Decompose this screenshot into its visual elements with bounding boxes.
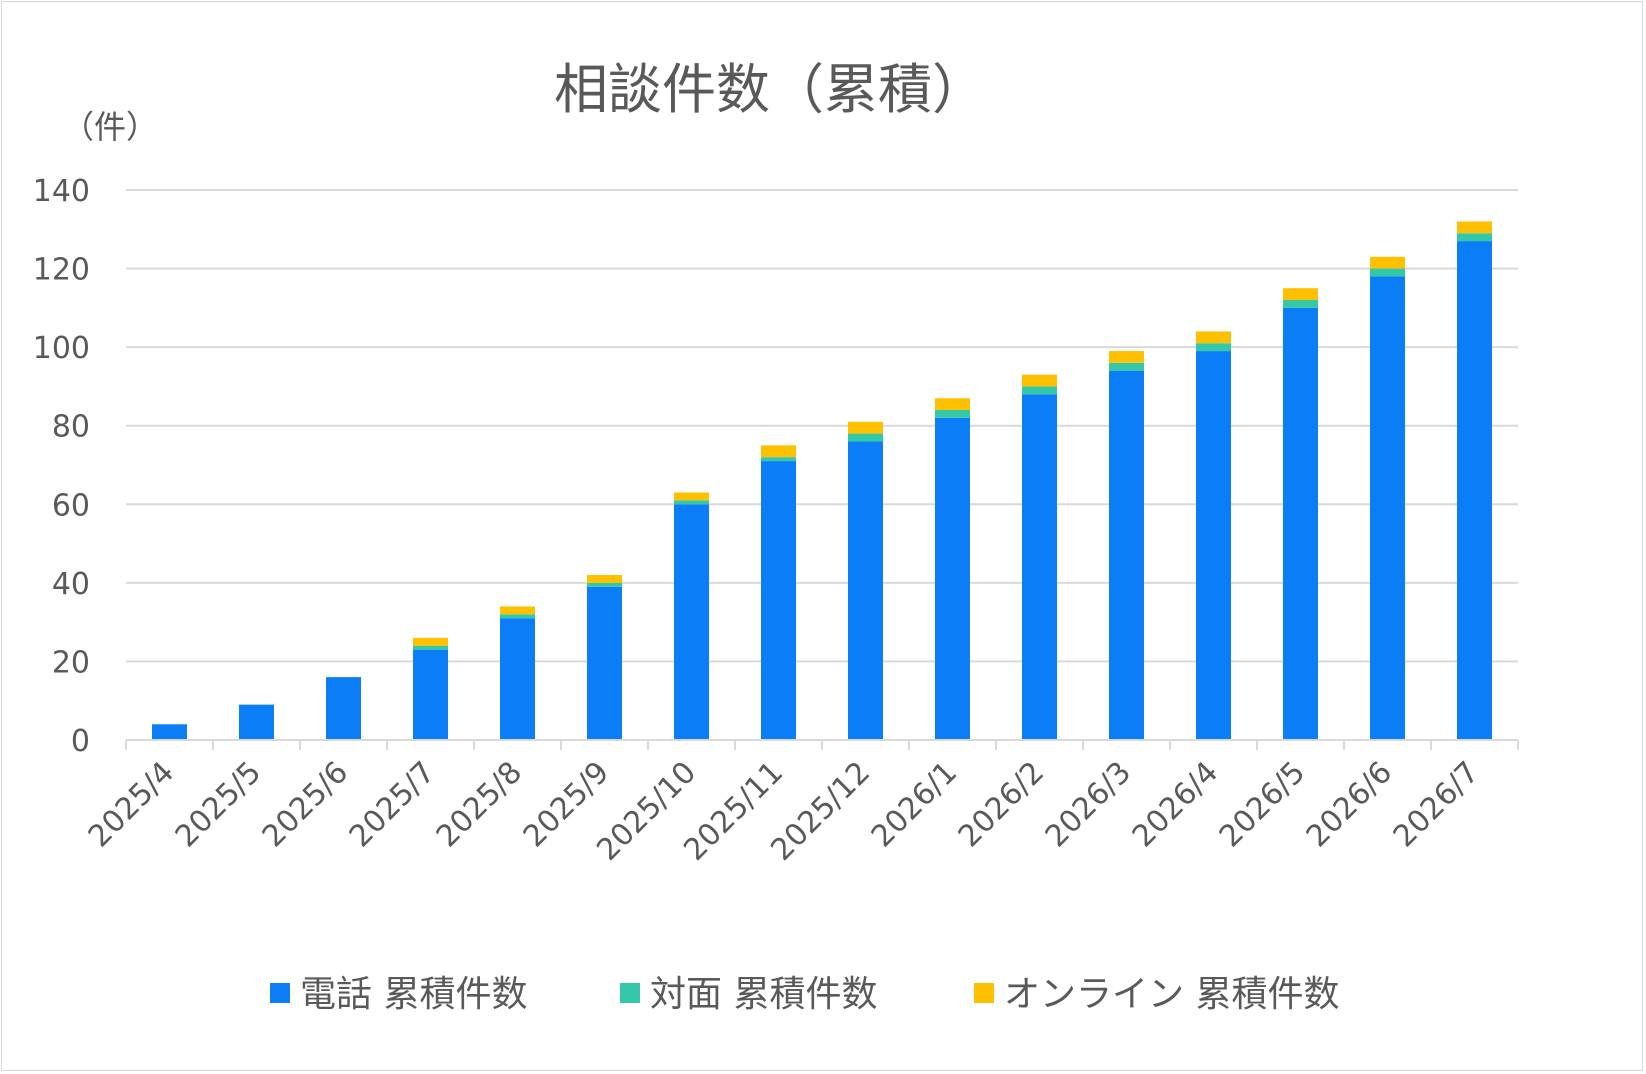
bar-segment-series-2: [1370, 256, 1405, 269]
bar-segment-series-2: [1022, 374, 1057, 387]
bar-segment-series-2: [935, 398, 970, 410]
bar-segment-series-0: [1196, 351, 1231, 740]
bar-segment-series-1: [1283, 300, 1318, 308]
bar-segment-series-1: [587, 582, 622, 587]
bar-segment-series-0: [1370, 276, 1405, 740]
legend-item: 電話 累積件数: [270, 974, 527, 1015]
x-tick-label: 2025/6: [256, 755, 355, 854]
x-tick-label: 2026/4: [1126, 755, 1225, 854]
bar-segment-series-1: [413, 645, 448, 650]
bar-segment-series-0: [1022, 394, 1057, 740]
bar-segment-series-0: [674, 504, 709, 740]
bar-segment-series-0: [1283, 307, 1318, 740]
x-tick-label: 2026/5: [1213, 755, 1312, 854]
legend-label: 電話 累積件数: [300, 974, 527, 1015]
bar-segment-series-1: [500, 614, 535, 619]
bar-segment-series-2: [1109, 351, 1144, 363]
bar-segment-series-1: [761, 457, 796, 462]
x-tick-label: 2026/7: [1387, 755, 1486, 854]
bar-segment-series-0: [326, 677, 361, 740]
bar-segment-series-0: [587, 586, 622, 740]
bar-segment-series-1: [935, 410, 970, 418]
bar-segment-series-0: [500, 618, 535, 740]
bar-segment-series-1: [674, 500, 709, 505]
bar-segment-series-0: [935, 417, 970, 740]
bar-segment-series-0: [1109, 370, 1144, 740]
bar-segment-series-2: [848, 421, 883, 434]
y-axis-unit-label: （件）: [62, 108, 158, 146]
y-tick-label: 20: [52, 645, 90, 680]
x-tick-label: 2026/1: [865, 755, 964, 854]
bar-segment-series-0: [413, 649, 448, 740]
legend-item: 対面 累積件数: [620, 974, 877, 1015]
y-tick-label: 100: [33, 331, 90, 366]
legend-swatch: [270, 983, 290, 1003]
grid-layer: [126, 189, 1518, 663]
legend: 電話 累積件数 対面 累積件数 オンライン 累積件数: [270, 974, 1339, 1015]
x-tick-label: 2025/7: [343, 755, 442, 854]
bar-segment-series-1: [1109, 362, 1144, 371]
chart-title: 相談件数（累積）: [554, 58, 986, 121]
bar-segment-series-2: [500, 606, 535, 615]
y-tick-label: 40: [52, 567, 90, 602]
bar-segment-series-2: [761, 445, 796, 458]
y-tick-label: 140: [33, 174, 90, 209]
x-tick-label: 2026/2: [952, 755, 1051, 854]
legend-item: オンライン 累積件数: [974, 974, 1339, 1015]
bar-segment-series-1: [1196, 343, 1231, 352]
bar-segment-series-2: [587, 575, 622, 583]
bar-segment-series-2: [1457, 221, 1492, 234]
x-tick-label: 2026/6: [1300, 755, 1399, 854]
y-tick-label: 60: [52, 488, 90, 523]
legend-swatch: [974, 983, 994, 1003]
legend-label: オンライン 累積件数: [1004, 974, 1339, 1015]
bar-segment-series-2: [1283, 288, 1318, 300]
bar-segment-series-0: [239, 704, 274, 740]
bars-layer: [152, 221, 1492, 741]
bar-segment-series-1: [848, 433, 883, 442]
y-tick-label: 80: [52, 410, 90, 445]
y-tick-label: 0: [71, 724, 90, 759]
bar-segment-series-0: [848, 441, 883, 740]
bar-segment-series-2: [674, 492, 709, 501]
bar-segment-series-0: [152, 724, 187, 740]
legend-swatch: [620, 983, 640, 1003]
x-tick-label: 2025/8: [430, 755, 529, 854]
bar-segment-series-2: [1196, 331, 1231, 344]
bar-segment-series-0: [761, 461, 796, 740]
x-tick-label: 2025/4: [82, 755, 181, 854]
bar-segment-series-0: [1457, 241, 1492, 741]
bar-segment-series-2: [413, 637, 448, 646]
x-tick-label: 2026/3: [1039, 755, 1138, 854]
bar-segment-series-1: [1457, 233, 1492, 242]
bar-segment-series-1: [1370, 268, 1405, 277]
y-tick-label: 120: [33, 253, 90, 288]
legend-label: 対面 累積件数: [650, 974, 877, 1015]
x-tick-label: 2025/5: [169, 755, 268, 854]
bar-segment-series-1: [1022, 386, 1057, 395]
